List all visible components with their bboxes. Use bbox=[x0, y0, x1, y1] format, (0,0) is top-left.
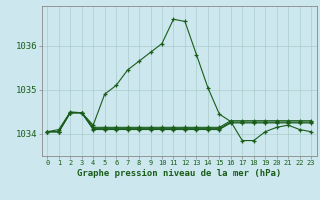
X-axis label: Graphe pression niveau de la mer (hPa): Graphe pression niveau de la mer (hPa) bbox=[77, 169, 281, 178]
